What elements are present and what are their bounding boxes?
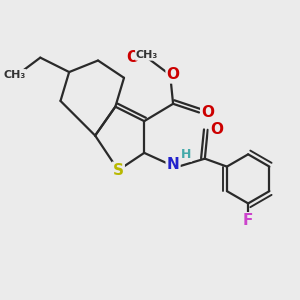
Text: CH₃: CH₃ [3, 70, 26, 80]
Text: O: O [210, 122, 223, 137]
Text: H: H [181, 148, 191, 161]
Text: O: O [201, 105, 214, 120]
Text: CH₃: CH₃ [136, 50, 158, 60]
Text: N: N [167, 157, 179, 172]
Text: O: O [167, 68, 180, 82]
Text: F: F [243, 213, 253, 228]
Text: O: O [126, 50, 139, 65]
Text: S: S [113, 163, 124, 178]
